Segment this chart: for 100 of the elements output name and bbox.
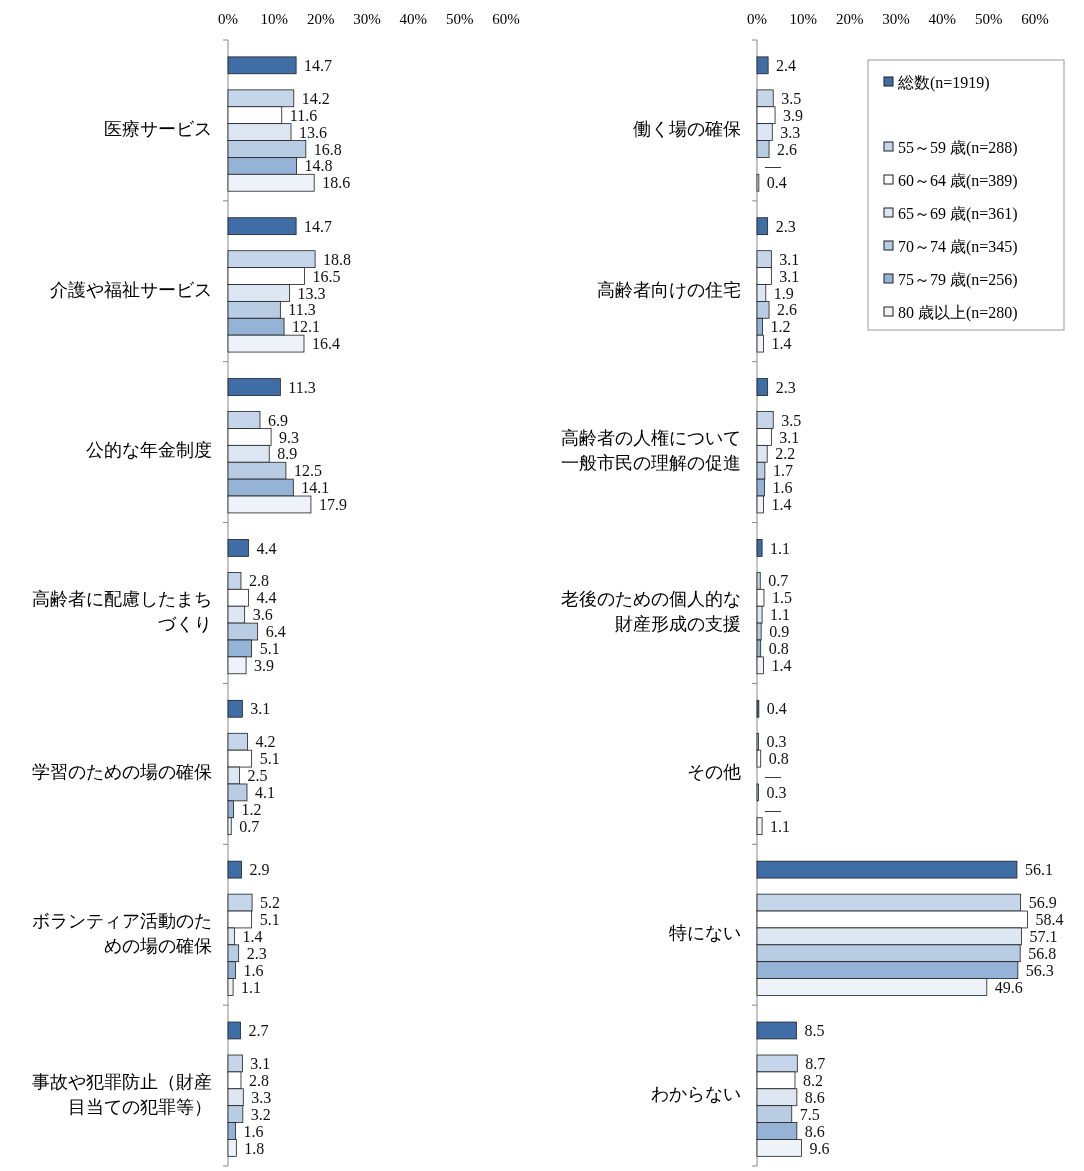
- data-label: 1.4: [771, 335, 792, 353]
- data-label: 56.8: [1028, 944, 1057, 962]
- y-tick-label: わからない: [651, 1083, 741, 1104]
- y-tick-label: ボランティア活動のための場の確保: [32, 911, 212, 957]
- data-label: 4.1: [255, 784, 275, 802]
- y-tick-label: 介護や福祉サービス: [50, 279, 212, 300]
- x-tick-label: 40%: [928, 11, 957, 27]
- y-tick-label: 高齢者向けの住宅: [597, 279, 741, 300]
- data-label: 2.5: [247, 767, 268, 785]
- data-label: 1.8: [244, 1139, 265, 1157]
- data-label: 7.5: [799, 1105, 820, 1123]
- text: —: [765, 800, 781, 818]
- x-tick-label: 50%: [974, 11, 1003, 27]
- data-label: 2.7: [248, 1022, 269, 1040]
- data-label: 9.6: [809, 1139, 830, 1157]
- bar: [227, 860, 242, 879]
- legend-label: 75～79 歳(n=256): [898, 270, 1018, 289]
- data-label: 58.4: [1035, 911, 1064, 929]
- data-label: 3.1: [250, 700, 271, 718]
- data-label: 16.8: [313, 140, 342, 158]
- x-tick-label: 30%: [353, 11, 381, 27]
- data-label: 4.4: [256, 539, 277, 557]
- x-tick-label: 60%: [1021, 11, 1049, 27]
- data-label: 5.1: [259, 911, 280, 929]
- data-label: 5.1: [259, 640, 280, 658]
- x-tick-label: 10%: [789, 11, 818, 27]
- data-label: 0.7: [768, 572, 789, 590]
- data-label: 2.4: [776, 56, 797, 74]
- data-label: 13.6: [299, 123, 328, 141]
- y-tick-label: その他: [687, 762, 741, 783]
- bar: [756, 217, 769, 236]
- data-label: 56.3: [1025, 961, 1054, 979]
- x-tick-label: 0%: [747, 11, 767, 27]
- data-label: 1.1: [241, 978, 262, 996]
- data-label: 3.2: [250, 1105, 271, 1123]
- data-label: 8.5: [804, 1022, 825, 1040]
- x-tick-label: 20%: [835, 11, 864, 27]
- bar: [756, 56, 769, 75]
- bar: [227, 217, 297, 236]
- data-label: 1.2: [770, 318, 791, 336]
- data-label: 8.7: [805, 1055, 826, 1073]
- data-label: 2.6: [777, 301, 798, 319]
- x-tick-label: 20%: [306, 11, 335, 27]
- x-tick-label: 0%: [218, 11, 238, 27]
- x-tick-label: 10%: [260, 11, 289, 27]
- data-label: 4.4: [256, 589, 277, 607]
- legend-label: 総数(n=1919): [897, 73, 990, 92]
- data-label: 2.3: [775, 217, 796, 235]
- legend-label: 80 歳以上(n=280): [898, 303, 1018, 322]
- data-label: 0.3: [766, 784, 787, 802]
- data-label: 8.6: [804, 1088, 825, 1106]
- data-label: 3.5: [781, 411, 802, 429]
- data-label: 6.9: [267, 411, 288, 429]
- data-label: 14.7: [304, 56, 333, 74]
- y-tick-label: 働く場の確保: [633, 118, 741, 139]
- data-label: 3.1: [779, 267, 800, 285]
- data-label: 2.3: [246, 944, 267, 962]
- bar: [227, 1021, 241, 1040]
- text: —: [765, 767, 781, 785]
- y-tick-label: 高齢者に配慮したまちづくり: [32, 589, 212, 635]
- data-label: 8.2: [802, 1071, 823, 1089]
- data-label: 1.4: [771, 496, 792, 514]
- data-label: 8.9: [277, 445, 298, 463]
- data-label: 0.7: [239, 817, 260, 835]
- x-tick-label: 40%: [399, 11, 428, 27]
- x-tick-label: 60%: [492, 11, 520, 27]
- bar: [227, 699, 243, 718]
- data-label: 56.1: [1024, 861, 1053, 879]
- data-label: 2.3: [775, 378, 796, 396]
- bar: [756, 539, 763, 557]
- data-label: 3.3: [780, 123, 801, 141]
- data-label: 2.8: [248, 572, 269, 590]
- legend-label: 65～69 歳(n=361): [898, 204, 1018, 223]
- data-label: 1.1: [770, 539, 791, 557]
- data-label: 11.6: [289, 106, 318, 124]
- bar: [756, 378, 769, 396]
- data-label: 0.3: [766, 733, 787, 751]
- data-label: 18.6: [322, 174, 351, 192]
- data-label: 14.7: [304, 217, 333, 235]
- data-label: 9.3: [279, 428, 300, 446]
- data-label: 1.4: [771, 656, 792, 674]
- y-tick-label: 事故や犯罪防止（財産目当ての犯罪等）: [32, 1071, 212, 1117]
- y-tick-label: 高齢者の人権について一般市民の理解の促進: [561, 428, 741, 474]
- data-label: 14.1: [301, 479, 330, 497]
- data-label: 0.4: [766, 174, 787, 192]
- data-label: 1.6: [243, 1122, 264, 1140]
- data-label: 3.3: [251, 1088, 272, 1106]
- data-label: 0.9: [769, 623, 790, 641]
- x-tick-label: 50%: [445, 11, 474, 27]
- data-label: 0.8: [768, 640, 789, 658]
- bar: [227, 56, 297, 75]
- data-label: 1.5: [771, 589, 792, 607]
- bar: [756, 860, 1018, 879]
- data-label: 13.3: [297, 284, 326, 302]
- data-label: 1.6: [243, 961, 264, 979]
- data-label: 1.4: [242, 927, 263, 945]
- data-label: 16.5: [312, 267, 341, 285]
- data-label: 3.1: [779, 428, 800, 446]
- data-label: 0.4: [766, 700, 787, 718]
- y-tick-label: 公的な年金制度: [86, 440, 212, 461]
